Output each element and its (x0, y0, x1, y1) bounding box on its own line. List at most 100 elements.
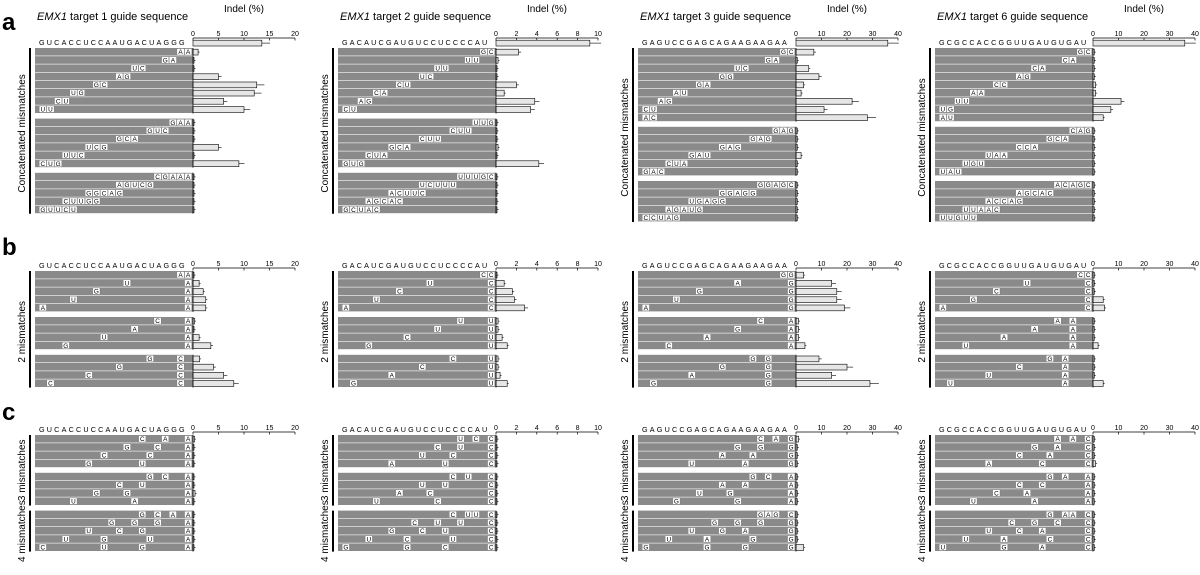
b-group-2-row-bg (638, 354, 796, 363)
axis-a-tick-label: 15 (266, 31, 274, 38)
a-group-0-bar (495, 98, 536, 105)
c4-group-0-row-mismatch-letter: C (1086, 536, 1091, 543)
b-group-0-row-mismatch-letter: U (674, 297, 679, 304)
c3-group-1-row-mismatch-letter: A (789, 499, 794, 506)
a-group-0-row-mismatch-letter: C (428, 74, 433, 81)
a-group-2-row-mismatch-box (772, 181, 780, 189)
a-group-2-row-mismatch-box (441, 181, 450, 189)
a-group-2-row-mismatch-letter: A (774, 182, 779, 189)
a-group-2-row-mismatch-letter: U (689, 199, 694, 206)
a-group-2-row-mismatch-box (69, 197, 78, 205)
c3-group-0-row-mismatch-box (123, 443, 131, 451)
b-group-0-row-mismatch-letter: C (1086, 280, 1091, 287)
panel-target-4: EMX1 target 6 guide sequence Indel (%) 0 10… (917, 4, 1199, 562)
c3-group-0-row-mismatch-letter: U (420, 453, 425, 460)
a-group-0-row-mismatch-letter: A (382, 90, 387, 97)
a-group-2-row-mismatch-box (403, 189, 411, 197)
c3-group-0-row-bg (338, 459, 496, 468)
b-group-2-row-mismatch-letter: C (178, 381, 183, 388)
b-group-1-bar (495, 334, 503, 341)
a-group-0-bar (192, 81, 258, 89)
a-group-0-row-mismatch-letter: U (948, 115, 953, 122)
a-group-2-row-mismatch-letter: C (644, 215, 649, 222)
c3-group-1-row-mismatch-letter: A (743, 482, 748, 489)
b-group-2-row-mismatch-letter: C (178, 372, 183, 379)
panel-title-gene: EMX1 (340, 11, 370, 23)
b-group-0-row-mismatch-letter: U (374, 297, 379, 304)
a-group-2-row-mismatch-letter: A (367, 199, 372, 206)
c3-group-1-row-bg (935, 497, 1093, 505)
a-group-1-row-bg (35, 126, 193, 135)
a-group-2-row-mismatch-box (130, 181, 139, 189)
b-group-0-bar (495, 280, 505, 287)
c4-group-0-row-mismatch-letter: G (789, 545, 794, 552)
a-group-0-row-mismatch-box (479, 48, 488, 56)
a-group-2-row-mismatch-box (479, 173, 488, 180)
axis-b-tick-label: 0 (191, 261, 195, 268)
a-group-1-row-bg (638, 143, 796, 151)
a-group-1-row-mismatch-letter: A (651, 169, 656, 176)
a-group-2-row-mismatch-box (449, 181, 457, 189)
a-group-0-row-bg (338, 56, 496, 64)
c3-group-0-row-mismatch-box (387, 460, 396, 467)
c4-group-0-row-mismatch-letter: C (1086, 512, 1091, 519)
b-group-1-row-mismatch-box (1053, 317, 1062, 325)
guide-sequence-c: GACAUCGAUGUCCUCCCCAU (342, 425, 489, 434)
c4-group-0-row-bg (338, 510, 496, 519)
a-group-0-row-mismatch-letter: A (774, 57, 779, 64)
b-group-1-row-mismatch-letter: A (1071, 326, 1076, 333)
b-group-0-row-mismatch-letter: G (789, 289, 794, 296)
a-group-1-row-mismatch-box (479, 119, 488, 126)
c3-group-1-row-mismatch-box (418, 481, 427, 489)
a-group-2-row-mismatch-letter: U (971, 207, 976, 214)
a-group-2-row-mismatch-box (380, 197, 388, 205)
b-group-0-bar (495, 296, 515, 303)
a-group-1-row-mismatch-box (665, 160, 673, 167)
a-group-1-row-mismatch-box (703, 151, 711, 159)
b-group-0-row-mismatch-letter: C (994, 289, 999, 296)
b-group-0-row-bg (638, 295, 796, 304)
a-group-2-row-mismatch-box (410, 189, 419, 197)
a-group-2-row-mismatch-box (365, 197, 373, 205)
c4-ylabel: 4 mismatches (320, 500, 331, 562)
a-group-0-bar (192, 73, 219, 80)
a-group-2-row-bg (638, 189, 796, 197)
axis-c-tick-label: 30 (1166, 425, 1174, 432)
a-group-0-row-mismatch-box (138, 64, 147, 72)
a-group-2-row-mismatch-box (1015, 189, 1024, 197)
a-group-0-row-mismatch-letter: A (178, 49, 183, 56)
b-group-1-row-mismatch-box (1069, 325, 1077, 333)
a-group-2-row-mismatch-box (764, 181, 772, 189)
a-group-0-row-mismatch-letter: U (474, 57, 479, 64)
a-group-2-row-mismatch-box (749, 189, 757, 197)
a-group-0-row-bg (35, 48, 193, 56)
c3-group-0-row-bg (35, 443, 193, 451)
c4-group-0-row-mismatch-box (984, 527, 993, 535)
b-group-0-row-mismatch-box (1084, 271, 1092, 279)
c4-group-0-row-mismatch-letter: U (466, 512, 471, 519)
a-group-1-bar (192, 144, 219, 151)
axis-c-tick-label: 40 (1191, 425, 1199, 432)
c3-group-0-row-mismatch-letter: C (1086, 453, 1091, 460)
c3-group-1-row-mismatch-letter: C (489, 482, 494, 489)
a-group-0-row-bg (638, 97, 796, 105)
axis-a-tick-label: 4 (535, 31, 539, 38)
c4-group-0-row-bg (35, 535, 193, 543)
c3-group-0-row-mismatch-box (472, 435, 480, 443)
b-group-2-row-mismatch-letter: C (178, 364, 183, 371)
a-group-2-row-mismatch-letter: G (697, 207, 702, 214)
c3-group-1-row-mismatch-box (1038, 481, 1047, 489)
b-group-2-bar (192, 363, 214, 371)
c4-group-0-row-mismatch-letter: G (789, 536, 794, 543)
a-group-2-row-mismatch-box (472, 173, 480, 180)
b-group-1-row-bg (638, 325, 796, 333)
b-group-2-row-mismatch-box (687, 371, 696, 379)
b-group-0-row-mismatch-box (69, 296, 78, 303)
a-group-1-row-bg (35, 159, 193, 168)
a-group-2-row-mismatch-letter: G (697, 199, 702, 206)
a-group-0-row-mismatch-box (169, 56, 177, 64)
c4-group-0-row-mismatch-box (642, 543, 650, 551)
a-group-0-row-bg (35, 97, 193, 105)
a-group-1-row-mismatch-letter: C (1055, 136, 1060, 143)
a-group-1-row-mismatch-box (687, 151, 696, 159)
